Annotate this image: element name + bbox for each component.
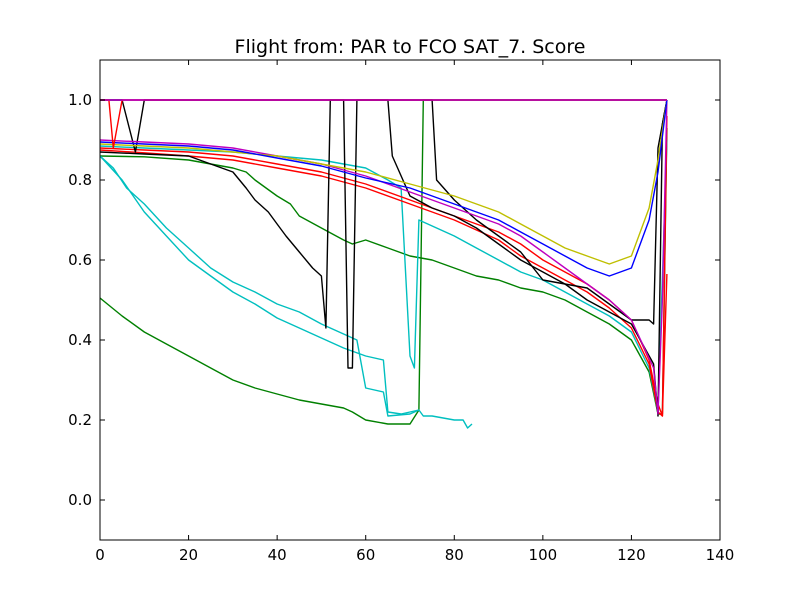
series-line-2: [100, 127, 668, 415]
y-tick-label: 0.6: [68, 251, 92, 269]
ticks-layer: 0 20 40 60 80 100 120 140 0.0 0.2 0.4 0.6 0.8 1.0: [68, 60, 734, 564]
x-tick-label: 120: [617, 546, 646, 564]
series-line-8: [100, 149, 668, 417]
x-tick-label: 0: [95, 546, 105, 564]
x-tick-label: 60: [356, 546, 375, 564]
series-line-11: [100, 99, 668, 415]
y-tick-label: 0.8: [68, 171, 92, 189]
plot-frame: [99, 59, 721, 541]
series-layer: [100, 99, 668, 429]
y-tick-label: 0.2: [68, 411, 92, 429]
x-tick-label: 20: [179, 546, 198, 564]
series-line-13: [100, 99, 668, 277]
x-tick-label: 140: [706, 546, 735, 564]
series-line-6: [100, 155, 420, 417]
y-tick-label: 1.0: [68, 91, 92, 109]
x-tick-label: 40: [268, 546, 287, 564]
x-tick-label: 100: [529, 546, 558, 564]
y-tick-label: 0.0: [68, 491, 92, 509]
series-line-12: [100, 99, 668, 265]
x-tick-label: 80: [445, 546, 464, 564]
y-tick-label: 0.4: [68, 331, 92, 349]
chart-title: Flight from: PAR to FCO SAT_7. Score: [235, 36, 586, 58]
series-line-4: [100, 155, 473, 429]
